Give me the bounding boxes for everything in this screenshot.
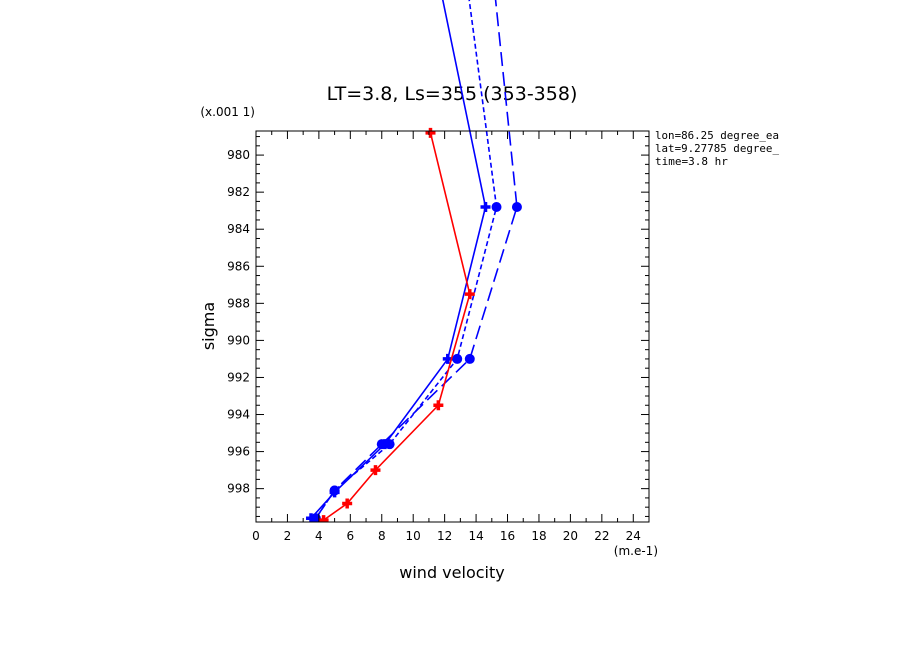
plot-frame <box>255 130 650 523</box>
series-line <box>310 0 487 519</box>
data-point <box>452 353 463 364</box>
data-point <box>376 439 387 450</box>
data-point <box>464 289 475 300</box>
data-point <box>384 439 395 450</box>
info-block: lon=86.25 degree_ea lat=9.27785 degree_ … <box>655 129 779 168</box>
x-tick-label: 4 <box>315 529 323 543</box>
data-point <box>491 201 502 212</box>
x-tick-label: 8 <box>378 529 386 543</box>
series-2 <box>310 0 522 522</box>
series-line <box>315 0 498 519</box>
data-point <box>329 485 340 496</box>
y-tick-label: 986 <box>227 259 250 273</box>
x-tick-label: 6 <box>346 529 354 543</box>
x-tick-label: 10 <box>406 529 421 543</box>
x-tick-label: 0 <box>252 529 260 543</box>
y-tick-label: 988 <box>227 296 250 310</box>
data-point <box>511 201 522 212</box>
x-tick-label: 2 <box>284 529 292 543</box>
y-tick-label: 990 <box>227 333 250 347</box>
x-tick-label: 16 <box>500 529 515 543</box>
data-point <box>480 201 491 212</box>
x-tick-label: 12 <box>437 529 452 543</box>
data-point <box>464 353 475 364</box>
y-tick-label: 992 <box>227 370 250 384</box>
y-axis-label: sigma <box>199 302 218 350</box>
series-0 <box>306 0 491 522</box>
x-tick-label: 18 <box>531 529 546 543</box>
x-tick-label: 24 <box>626 529 641 543</box>
y-scale-note: (x.001 1) <box>200 105 255 119</box>
x-units-label: (m.e-1) <box>614 544 658 558</box>
series-3 <box>318 127 475 522</box>
x-axis-label: wind velocity <box>399 563 504 582</box>
y-tick-label: 982 <box>227 185 250 199</box>
info-lon: lon=86.25 degree_ea <box>655 129 779 142</box>
series-layer <box>306 0 522 522</box>
y-tick-label: 994 <box>227 408 250 422</box>
series-1 <box>310 0 502 522</box>
data-point <box>318 515 329 522</box>
series-line <box>315 0 518 519</box>
series-line <box>323 132 471 521</box>
y-tick-label: 998 <box>227 482 250 496</box>
x-tick-label: 14 <box>468 529 483 543</box>
y-tick-label: 996 <box>227 445 250 459</box>
info-lat: lat=9.27785 degree_ <box>655 142 779 155</box>
chart-title: LT=3.8, Ls=355 (353-358) <box>327 83 578 105</box>
x-tick-label: 22 <box>594 529 609 543</box>
axes-layer: 0 2 4 6 8 10 12 14 16 18 20 22 249809829849869889909… <box>227 131 650 543</box>
data-point <box>433 400 444 411</box>
y-tick-label: 984 <box>227 222 250 236</box>
data-point <box>342 498 353 509</box>
data-point <box>310 513 321 522</box>
data-point <box>425 127 436 138</box>
x-tick-label: 20 <box>563 529 578 543</box>
data-point <box>370 465 381 476</box>
y-tick-label: 980 <box>227 148 250 162</box>
info-time: time=3.8 hr <box>655 155 728 168</box>
